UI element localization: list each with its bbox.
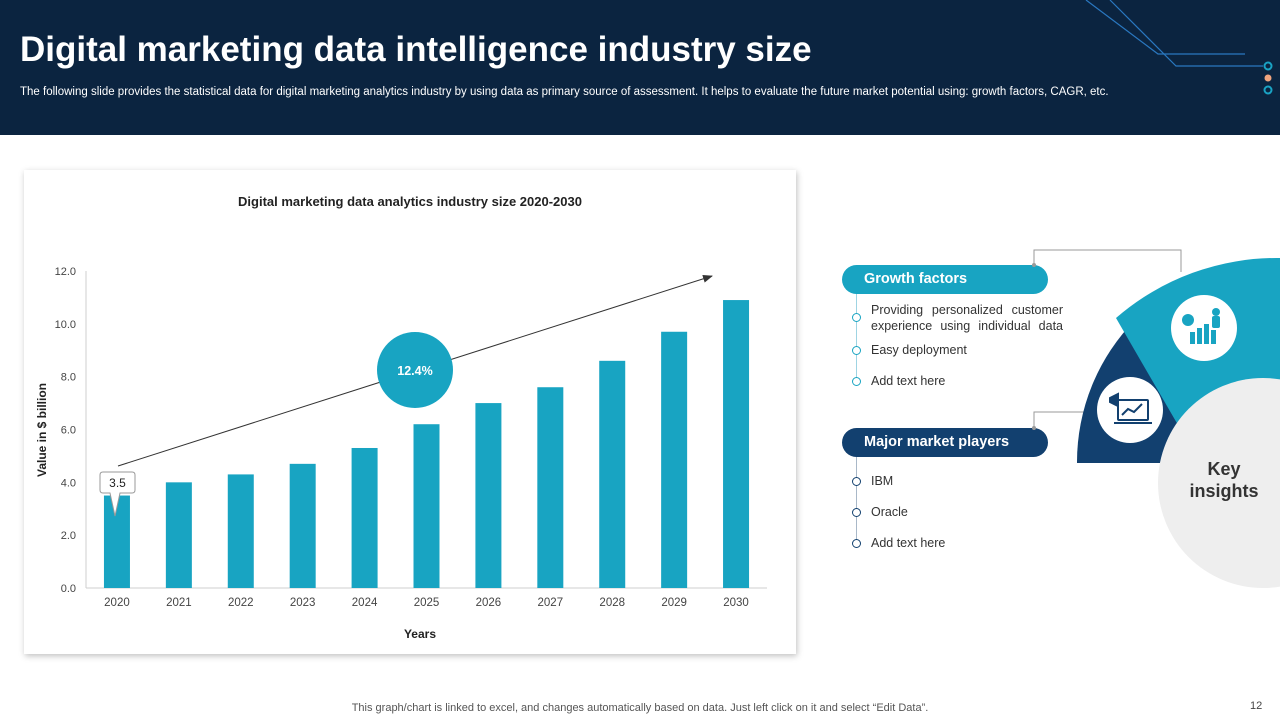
bar-chart: Digital marketing data analytics industr… (35, 194, 767, 641)
bullet-text: Add text here (871, 536, 946, 550)
bar-2021 (165, 482, 192, 588)
bar-2025 (413, 424, 440, 588)
major-bullet-connector (856, 456, 857, 544)
decorative-lines (1085, 0, 1273, 95)
bullet-text: Oracle (871, 505, 908, 519)
chart-title: Digital marketing data analytics industr… (238, 194, 582, 209)
bullet-dot (852, 377, 861, 386)
growth-bullet-connector (856, 290, 857, 382)
x-axis-label: Years (404, 627, 436, 641)
x-tick-label: 2029 (661, 597, 687, 609)
bar-2027 (537, 387, 564, 588)
bar-2028 (599, 360, 626, 588)
y-tick-label: 6.0 (61, 425, 76, 437)
x-tick-label: 2026 (476, 597, 502, 609)
list-item: Providing personalized customer experien… (852, 302, 1082, 334)
callout-value: 3.5 (109, 476, 126, 490)
growth-chart-icon (1182, 308, 1220, 344)
value-callout (99, 471, 136, 517)
x-tick-label: 2020 (104, 597, 130, 609)
cagr-label: 12.4% (397, 364, 432, 378)
cagr-circle (377, 332, 453, 408)
key-insights-graphic (1032, 249, 1280, 588)
y-tick-label: 10.0 (55, 319, 76, 331)
page-subtitle: The following slide provides the statist… (20, 86, 1109, 98)
y-tick-label: 4.0 (61, 477, 76, 489)
bar-2030 (723, 300, 750, 588)
y-tick-label: 2.0 (61, 530, 76, 542)
y-axis-label: Value in $ billion (35, 383, 49, 477)
list-item: IBM (852, 473, 1082, 489)
bullet-text: IBM (871, 474, 894, 488)
page-title: Digital marketing data intelligence indu… (20, 30, 812, 69)
bullet-dot (852, 346, 861, 355)
bullet-dot (852, 508, 861, 517)
bullet-dot (852, 539, 861, 548)
x-tick-label: 2030 (723, 597, 749, 609)
key-insights-circle (1158, 378, 1280, 588)
bar-2022 (227, 474, 254, 588)
bar-2024 (351, 447, 378, 588)
major-connector-line (1033, 411, 1093, 428)
major-market-players-header: Major market players (842, 428, 1048, 457)
y-tick-label: 12.0 (55, 266, 76, 278)
x-tick-label: 2021 (166, 597, 192, 609)
bullet-dot (852, 477, 861, 486)
bullet-dot (852, 313, 861, 322)
key-insights-label: Key insights (1189, 459, 1259, 501)
bar-2023 (289, 463, 316, 588)
x-tick-label: 2027 (538, 597, 564, 609)
footer-note: This graph/chart is linked to excel, and… (351, 702, 929, 714)
header-banner: Digital marketing data intelligence indu… (0, 0, 1280, 135)
x-tick-label: 2022 (228, 597, 254, 609)
bar-2020 (103, 495, 130, 588)
x-tick-label: 2028 (599, 597, 625, 609)
bar-2026 (475, 403, 502, 588)
page-number: 12 (1250, 700, 1263, 712)
list-item: Add text here (852, 535, 1082, 551)
list-item: Easy deployment (852, 342, 1082, 358)
chart-card: Digital marketing data analytics industr… (24, 170, 796, 654)
x-tick-label: 2023 (290, 597, 316, 609)
bar-2029 (661, 331, 688, 588)
bullet-text: Add text here (871, 374, 946, 388)
growth-factors-header: Growth factors (842, 265, 1048, 294)
growth-connector-line (1033, 249, 1182, 272)
y-tick-label: 8.0 (61, 372, 76, 384)
x-tick-label: 2024 (352, 597, 378, 609)
list-item: Add text here (852, 373, 1082, 389)
bullet-text: Easy deployment (871, 343, 967, 357)
x-tick-label: 2025 (414, 597, 440, 609)
marketing-analytics-icon (1109, 392, 1152, 424)
y-tick-label: 0.0 (61, 583, 76, 595)
bullet-text: Providing personalized customer experien… (871, 303, 1063, 333)
list-item: Oracle (852, 504, 1082, 520)
